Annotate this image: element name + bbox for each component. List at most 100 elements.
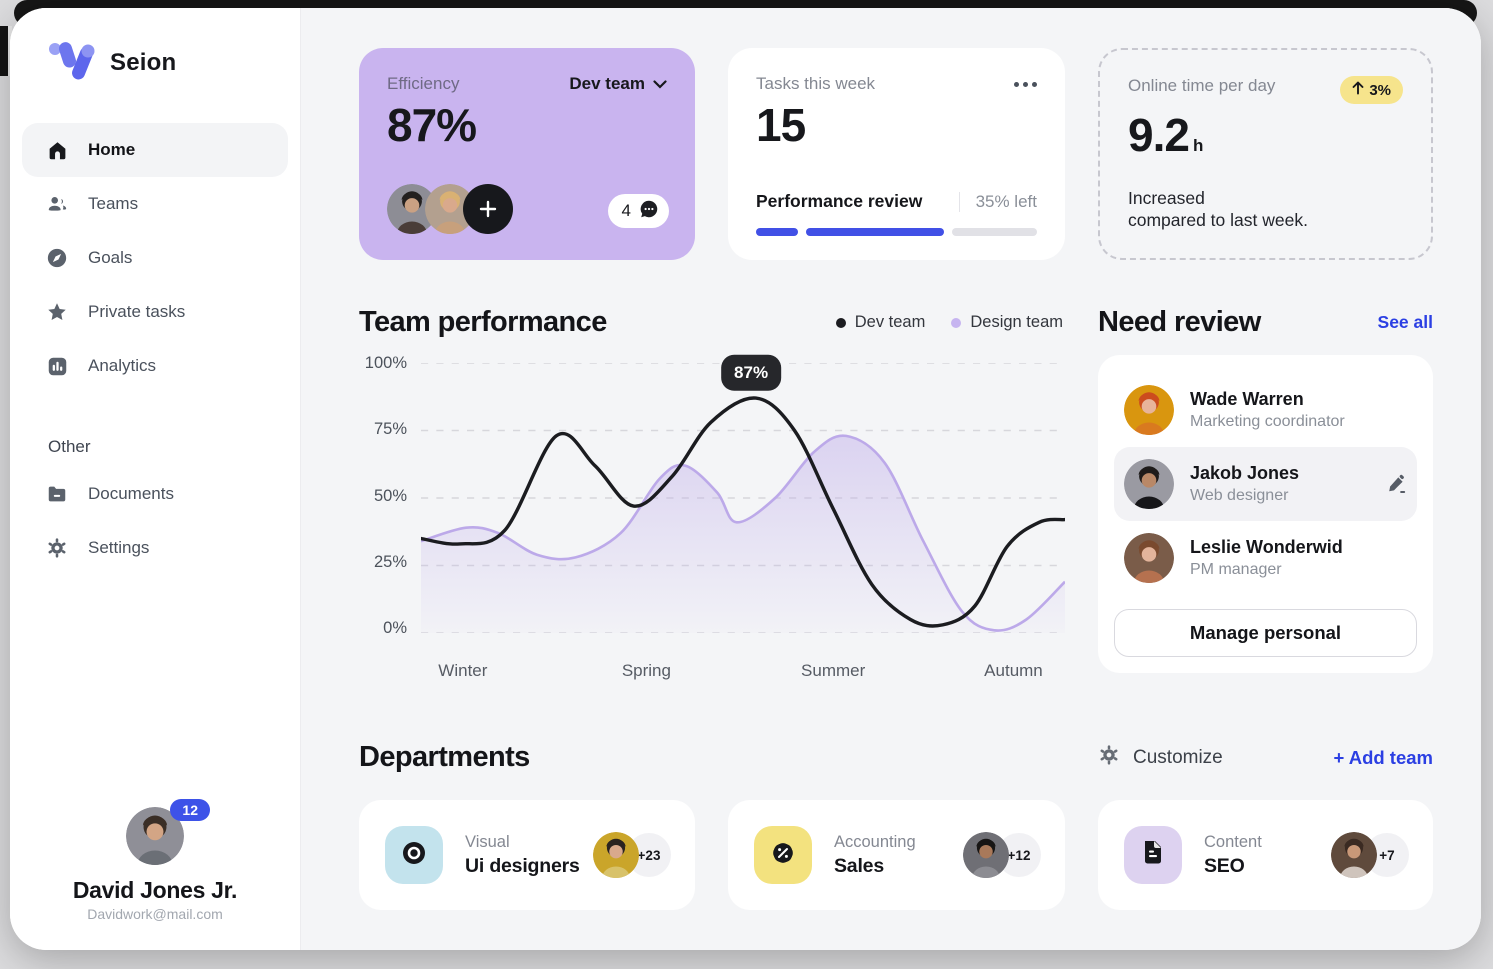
sidebar-item-analytics[interactable]: Analytics — [22, 339, 288, 393]
person-row-wade[interactable]: Wade Warren Marketing coordinator — [1114, 373, 1417, 447]
efficiency-avatars — [387, 184, 513, 234]
department-card-seo[interactable]: Content SEO +7 — [1098, 800, 1433, 910]
comments-count: 4 — [621, 201, 631, 220]
efficiency-label: Efficiency — [387, 74, 460, 93]
department-tile — [754, 826, 812, 884]
department-members: +23 — [593, 832, 671, 878]
delta-value: 3% — [1369, 81, 1391, 99]
document-icon — [1140, 839, 1166, 872]
notification-badge: 12 — [170, 799, 210, 821]
manage-personal-button[interactable]: Manage personal — [1114, 609, 1417, 657]
online-time-card: Online time per day 3% 9.2 h Increased co… — [1098, 48, 1433, 260]
efficiency-card: Efficiency Dev team 87% — [359, 48, 695, 260]
analytics-icon — [46, 355, 68, 377]
sidebar-nav: Home Teams Goals Private tasks — [10, 123, 300, 393]
settings-icon — [46, 537, 68, 559]
chevron-down-icon — [653, 74, 667, 94]
user-name: David Jones Jr. — [72, 877, 238, 903]
departments-row: Visual Ui designers +23 Accoun — [301, 774, 1481, 910]
sidebar-item-label: Goals — [88, 248, 133, 267]
team-performance-chart: 100% 75% 50% 25% 0% 87% Winter Spring Summer Au… — [359, 354, 1065, 701]
person-role: Web designer — [1190, 487, 1289, 504]
legend-dev-team: Dev team — [835, 313, 925, 332]
chart-tooltip: 87% — [721, 354, 782, 391]
person-avatar — [1124, 533, 1174, 583]
chart-plot-area: 87% — [421, 354, 1065, 633]
sidebar-item-teams[interactable]: Teams — [22, 177, 288, 231]
department-name: SEO — [1204, 854, 1245, 877]
star-icon — [46, 301, 68, 323]
sidebar-item-goals[interactable]: Goals — [22, 231, 288, 285]
eye-icon — [400, 839, 428, 872]
department-label: Accounting — [834, 832, 916, 851]
departments-title: Departments — [359, 741, 530, 773]
brand-name: Seion — [110, 48, 177, 76]
task-name: Performance review — [756, 191, 923, 211]
documents-icon — [46, 483, 68, 505]
arrow-up-icon — [1352, 81, 1364, 99]
main-content: Efficiency Dev team 87% — [300, 8, 1481, 950]
edit-icon[interactable] — [1385, 473, 1407, 495]
person-row-jakob[interactable]: Jakob Jones Web designer — [1114, 447, 1417, 521]
online-time-note: Increased compared to last week. — [1128, 187, 1308, 231]
delta-badge: 3% — [1340, 76, 1403, 104]
seion-logo-icon — [48, 38, 100, 87]
team-selector-dropdown[interactable]: Dev team — [569, 74, 667, 94]
person-name: Jakob Jones — [1190, 463, 1300, 483]
person-avatar — [1124, 459, 1174, 509]
chat-icon — [638, 198, 660, 225]
tasks-value: 15 — [756, 99, 806, 151]
person-role: PM manager — [1190, 561, 1282, 578]
online-time-unit: h — [1192, 136, 1203, 155]
more-menu-icon[interactable] — [1014, 74, 1037, 87]
design-team-dot-icon — [951, 317, 962, 328]
person-avatar — [1124, 385, 1174, 435]
person-name: Wade Warren — [1190, 389, 1304, 409]
sidebar-item-settings[interactable]: Settings — [22, 521, 288, 575]
goals-icon — [46, 247, 68, 269]
customize-button[interactable]: Customize — [1098, 744, 1223, 772]
sidebar-item-label: Home — [88, 140, 136, 159]
brand: Seion — [10, 8, 300, 87]
team-performance-title: Team performance — [359, 306, 607, 338]
chart-x-axis: Winter Spring Summer Autumn — [438, 661, 1043, 680]
dev-team-dot-icon — [835, 317, 846, 328]
online-time-label: Online time per day — [1128, 76, 1276, 95]
sidebar-item-label: Documents — [88, 484, 174, 503]
sidebar-other-nav: Documents Settings — [10, 467, 300, 575]
need-review-card: Wade Warren Marketing coordinator Jakob … — [1098, 355, 1433, 673]
department-card-ui-designers[interactable]: Visual Ui designers +23 — [359, 800, 695, 910]
tasks-label: Tasks this week — [756, 74, 876, 93]
see-all-link[interactable]: See all — [1377, 312, 1433, 332]
app-window: Seion Home Teams Goals — [10, 8, 1481, 950]
member-avatar — [425, 184, 475, 234]
member-avatar — [593, 832, 639, 878]
sidebar-item-label: Analytics — [88, 356, 157, 375]
need-review-panel: Wade Warren Marketing coordinator Jakob … — [1098, 355, 1433, 701]
person-name: Leslie Wonderwid — [1190, 537, 1343, 557]
sidebar: Seion Home Teams Goals — [10, 8, 300, 950]
chart-review-row: 100% 75% 50% 25% 0% 87% Winter Spring Summer Au… — [301, 339, 1481, 701]
department-name: Ui designers — [465, 854, 580, 877]
comments-pill[interactable]: 4 — [607, 194, 669, 228]
sidebar-item-label: Teams — [88, 194, 139, 213]
sidebar-item-home[interactable]: Home — [22, 123, 288, 177]
task-remaining: 35% left — [958, 192, 1037, 212]
section-headers-row: Team performance Dev team Design team Ne… — [301, 260, 1481, 339]
department-card-sales[interactable]: Accounting Sales +12 — [728, 800, 1065, 910]
member-avatar — [387, 184, 437, 234]
sidebar-item-label: Settings — [88, 538, 150, 557]
department-tile — [1124, 826, 1182, 884]
user-profile[interactable]: 12 David Jones Jr. Davidwork@mail.com — [10, 799, 300, 922]
department-members: +7 — [1331, 832, 1409, 878]
need-review-title: Need review — [1098, 306, 1261, 338]
person-row-leslie[interactable]: Leslie Wonderwid PM manager — [1114, 521, 1417, 595]
member-avatar — [963, 832, 1009, 878]
teams-icon — [46, 193, 68, 215]
chart-legend: Dev team Design team — [835, 313, 1065, 332]
department-label: Visual — [465, 832, 510, 851]
sidebar-item-documents[interactable]: Documents — [22, 467, 288, 521]
add-team-link[interactable]: + Add team — [1333, 746, 1433, 768]
add-member-button[interactable] — [463, 184, 513, 234]
sidebar-item-private-tasks[interactable]: Private tasks — [22, 285, 288, 339]
